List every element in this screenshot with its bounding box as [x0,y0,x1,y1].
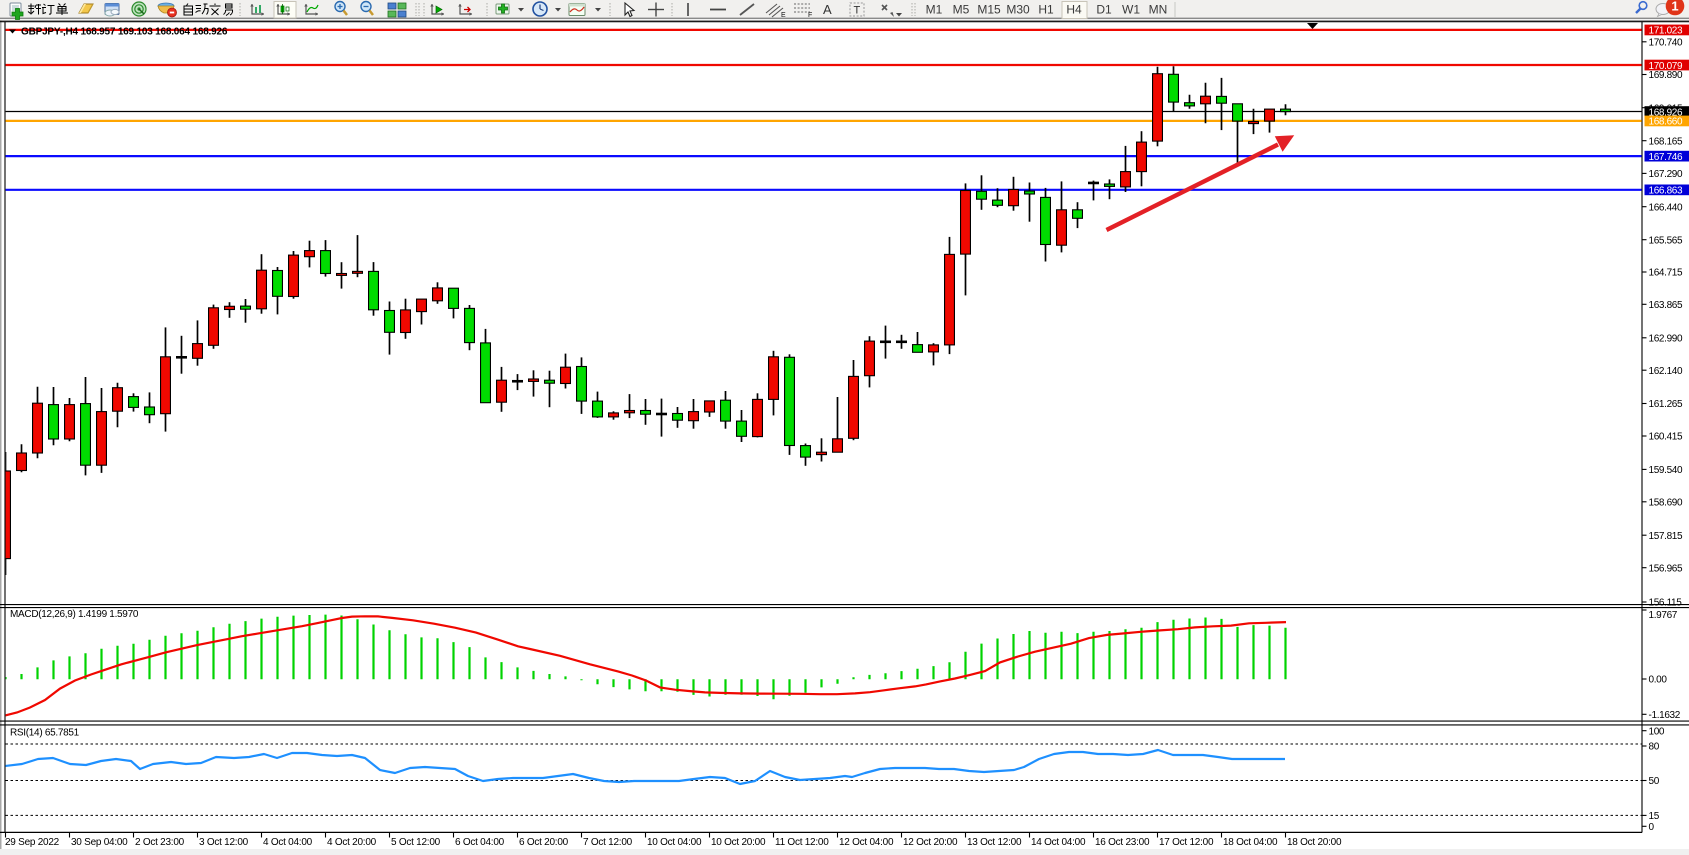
svg-text:2 Oct 23:00: 2 Oct 23:00 [135,837,185,848]
svg-text:12 Oct 04:00: 12 Oct 04:00 [839,837,894,848]
svg-text:159.540: 159.540 [1649,465,1683,476]
svg-text:156.965: 156.965 [1649,563,1683,574]
svg-text:M5: M5 [953,3,970,17]
svg-text:164.715: 164.715 [1649,268,1683,279]
svg-text:-1.1632: -1.1632 [1649,710,1681,721]
svg-text:13 Oct 12:00: 13 Oct 12:00 [967,837,1022,848]
svg-text:M1: M1 [926,3,943,17]
svg-text:162.140: 162.140 [1649,366,1683,377]
svg-text:29 Sep 2022: 29 Sep 2022 [5,837,60,848]
svg-text:6 Oct 04:00: 6 Oct 04:00 [455,837,505,848]
svg-text:0: 0 [1649,822,1655,833]
svg-text:162.990: 162.990 [1649,333,1683,344]
svg-text:3 Oct 12:00: 3 Oct 12:00 [199,837,249,848]
svg-text:170.079: 170.079 [1649,61,1683,72]
svg-text:170.740: 170.740 [1649,37,1683,48]
svg-text:15: 15 [1649,811,1660,822]
svg-text:A: A [823,2,832,17]
svg-text:12 Oct 20:00: 12 Oct 20:00 [903,837,958,848]
svg-text:18 Oct 04:00: 18 Oct 04:00 [1223,837,1278,848]
svg-text:30 Sep 04:00: 30 Sep 04:00 [71,837,128,848]
svg-text:MACD(12,26,9) 1.4199 1.5970: MACD(12,26,9) 1.4199 1.5970 [10,609,139,620]
svg-text:167.290: 167.290 [1649,169,1683,180]
svg-text:D1: D1 [1096,3,1112,17]
svg-text:168.926: 168.926 [1649,107,1683,118]
svg-text:169.890: 169.890 [1649,70,1683,81]
svg-text:10 Oct 04:00: 10 Oct 04:00 [647,837,702,848]
svg-text:1: 1 [1671,0,1678,14]
svg-text:RSI(14) 65.7851: RSI(14) 65.7851 [10,728,80,739]
svg-text:156.115: 156.115 [1649,598,1683,609]
svg-text:171.023: 171.023 [1649,26,1683,37]
svg-text:166.863: 166.863 [1649,186,1683,197]
svg-text:4 Oct 20:00: 4 Oct 20:00 [327,837,377,848]
svg-text:6 Oct 20:00: 6 Oct 20:00 [519,837,569,848]
svg-text:M30: M30 [1006,3,1030,17]
svg-text:H4: H4 [1066,3,1082,17]
svg-text:168.660: 168.660 [1649,117,1683,128]
svg-text:163.865: 163.865 [1649,300,1683,311]
svg-text:160.415: 160.415 [1649,432,1683,443]
svg-text:MN: MN [1149,3,1168,17]
svg-text:F: F [808,12,812,19]
svg-text:17 Oct 12:00: 17 Oct 12:00 [1159,837,1214,848]
svg-text:161.265: 161.265 [1649,399,1683,410]
svg-text:T: T [854,5,861,17]
svg-text:1.9767: 1.9767 [1649,610,1678,621]
svg-text:165.565: 165.565 [1649,235,1683,246]
svg-text:M15: M15 [977,3,1001,17]
svg-text:E: E [781,12,786,19]
svg-text:18 Oct 20:00: 18 Oct 20:00 [1287,837,1342,848]
svg-text:100: 100 [1649,726,1665,737]
svg-text:168.165: 168.165 [1649,136,1683,147]
svg-text:11 Oct 12:00: 11 Oct 12:00 [775,837,829,848]
svg-text:50: 50 [1649,776,1660,787]
svg-text:167.746: 167.746 [1649,152,1683,163]
svg-text:0.00: 0.00 [1649,675,1668,686]
svg-text:157.815: 157.815 [1649,531,1683,542]
svg-text:H1: H1 [1038,3,1054,17]
svg-text:158.690: 158.690 [1649,497,1683,508]
svg-text:14 Oct 04:00: 14 Oct 04:00 [1031,837,1086,848]
svg-text:10 Oct 20:00: 10 Oct 20:00 [711,837,766,848]
svg-text:166.440: 166.440 [1649,202,1683,213]
svg-text:GBPJPY-,H4 168.957 169.103 168: GBPJPY-,H4 168.957 169.103 168.064 168.9… [21,26,228,37]
svg-text:4 Oct 04:00: 4 Oct 04:00 [263,837,313,848]
svg-text:80: 80 [1649,742,1660,753]
svg-text:7 Oct 12:00: 7 Oct 12:00 [583,837,633,848]
svg-text:5 Oct 12:00: 5 Oct 12:00 [391,837,441,848]
svg-text:W1: W1 [1122,3,1140,17]
svg-text:16 Oct 23:00: 16 Oct 23:00 [1095,837,1150,848]
